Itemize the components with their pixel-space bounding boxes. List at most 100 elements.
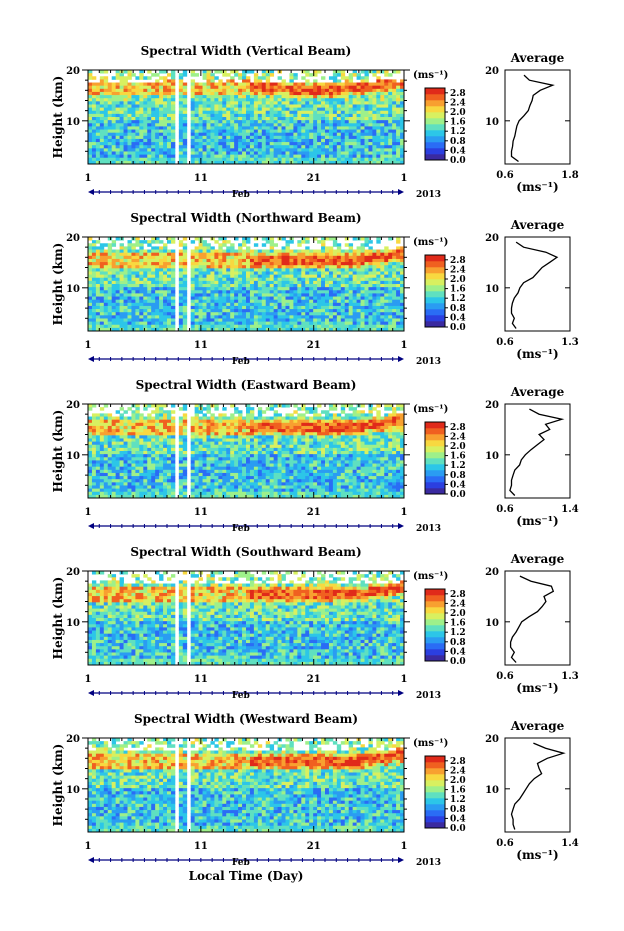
- avg-y-tick-label: 20: [485, 66, 499, 77]
- avg-x-tick-label: 1.3: [561, 337, 578, 348]
- y-tick-label: 10: [66, 618, 80, 629]
- heatmap: [88, 70, 405, 165]
- colorbar-tick: 0.8: [450, 137, 466, 147]
- average-frame: [504, 236, 571, 332]
- x-tick-label: 21: [307, 173, 321, 184]
- colorbar-tick: 1.2: [450, 294, 466, 304]
- colorbar: (ms⁻¹) 0.00.40.81.21.62.02.42.8: [413, 70, 466, 166]
- average-title: Average: [510, 51, 565, 65]
- colorbar-tick: 2.8: [450, 256, 466, 266]
- y-tick-label: 10: [66, 451, 80, 462]
- colorbar-tick: 2.0: [450, 275, 466, 285]
- x-tick-label: 11: [194, 340, 208, 351]
- colorbar-tick: 0.4: [450, 313, 466, 323]
- average-title: Average: [510, 218, 565, 232]
- x-tick-label: 1: [401, 173, 408, 184]
- colorbar-frame: [424, 254, 446, 328]
- average-title: Average: [510, 385, 565, 399]
- colorbar-tick: 2.0: [450, 442, 466, 452]
- average-profile: Average 10 20 0.6 1.8(ms⁻¹): [485, 51, 579, 194]
- panel-title: Spectral Width (Vertical Beam): [141, 44, 352, 58]
- colorbar-tick: 2.0: [450, 776, 466, 786]
- avg-x-tick-label: 1.8: [561, 170, 578, 181]
- avg-x-tick-label: 1.4: [561, 838, 578, 849]
- x-tick-label: 1: [401, 340, 408, 351]
- average-profile: Average 10 20 0.6 1.4(ms⁻¹): [485, 719, 579, 862]
- avg-x-label: (ms⁻¹): [516, 848, 558, 862]
- average-frame: [504, 69, 571, 165]
- colorbar-tick: 0.0: [450, 156, 466, 166]
- colorbar-tick: 2.8: [450, 89, 466, 99]
- colorbar: (ms⁻¹) 0.00.40.81.21.62.02.42.8: [413, 738, 466, 834]
- x-tick-label: 1: [85, 841, 92, 852]
- colorbar-tick: 0.4: [450, 814, 466, 824]
- x-tick-label: 1: [85, 340, 92, 351]
- x-tick-label: 1: [85, 674, 92, 685]
- colorbar-tick: 0.4: [450, 647, 466, 657]
- x-tick-label: 11: [194, 841, 208, 852]
- colorbar-unit: (ms⁻¹): [413, 404, 448, 415]
- colorbar-tick: 1.2: [450, 127, 466, 137]
- panel-title: Spectral Width (Westward Beam): [134, 712, 358, 726]
- colorbar-tick: 1.2: [450, 795, 466, 805]
- colorbar-tick: 2.4: [450, 432, 466, 442]
- x-tick-label: 1: [85, 507, 92, 518]
- heatmap: [88, 571, 405, 666]
- avg-y-tick-label: 10: [485, 451, 499, 462]
- panel-2: Spectral Width (Eastward Beam)1020Height…: [51, 378, 579, 534]
- avg-x-label: (ms⁻¹): [516, 681, 558, 695]
- x-tick-label: 1: [401, 841, 408, 852]
- avg-x-tick-label: 0.6: [496, 337, 513, 348]
- colorbar-tick: 1.6: [450, 118, 466, 128]
- x-tick-label: 21: [307, 841, 321, 852]
- average-profile-line: [510, 241, 559, 329]
- year-label: 2013: [416, 357, 441, 367]
- month-label: Feb: [232, 524, 250, 534]
- avg-x-label: (ms⁻¹): [516, 180, 558, 194]
- avg-y-tick-label: 20: [485, 567, 499, 578]
- average-title: Average: [510, 552, 565, 566]
- colorbar-unit: (ms⁻¹): [413, 738, 448, 749]
- colorbar-tick: 2.8: [450, 590, 466, 600]
- colorbar-tick: 1.6: [450, 452, 466, 462]
- y-tick-label: 10: [66, 785, 80, 796]
- colorbar-unit: (ms⁻¹): [413, 571, 448, 582]
- average-title: Average: [510, 719, 565, 733]
- y-axis-label: Height (km): [51, 577, 65, 660]
- average-profile: Average 10 20 0.6 1.4(ms⁻¹): [485, 385, 579, 528]
- y-axis-label: Height (km): [51, 744, 65, 827]
- colorbar: (ms⁻¹) 0.00.40.81.21.62.02.42.8: [413, 404, 466, 500]
- panel-0: Spectral Width (Vertical Beam)1020Height…: [51, 44, 579, 200]
- avg-y-tick-label: 20: [485, 233, 499, 244]
- avg-y-tick-label: 10: [485, 785, 499, 796]
- y-tick-label: 20: [66, 567, 80, 578]
- colorbar-tick: 2.4: [450, 98, 466, 108]
- x-tick-label: 21: [307, 507, 321, 518]
- average-profile: Average 10 20 0.6 1.3(ms⁻¹): [485, 218, 579, 361]
- avg-y-tick-label: 10: [485, 117, 499, 128]
- x-tick-label: 11: [194, 507, 208, 518]
- month-label: Feb: [232, 691, 250, 701]
- colorbar-tick: 2.0: [450, 609, 466, 619]
- x-axis-label: Local Time (Day): [189, 869, 304, 883]
- x-tick-label: 1: [401, 507, 408, 518]
- average-frame: [504, 403, 571, 499]
- colorbar-unit: (ms⁻¹): [413, 70, 448, 81]
- x-tick-label: 1: [85, 173, 92, 184]
- heatmap: [88, 237, 405, 332]
- panel-3: Spectral Width (Southward Beam)1020Heigh…: [51, 545, 579, 701]
- y-axis-label: Height (km): [51, 410, 65, 493]
- colorbar-tick: 1.2: [450, 461, 466, 471]
- colorbar-tick: 2.4: [450, 599, 466, 609]
- colorbar-frame: [424, 421, 446, 495]
- year-label: 2013: [416, 691, 441, 701]
- avg-x-label: (ms⁻¹): [516, 347, 558, 361]
- month-label: Feb: [232, 357, 250, 367]
- average-profile-line: [509, 408, 565, 496]
- year-label: 2013: [416, 190, 441, 200]
- colorbar-tick: 2.8: [450, 423, 466, 433]
- colorbar-tick: 0.8: [450, 304, 466, 314]
- average-frame: [504, 570, 571, 666]
- year-label: 2013: [416, 858, 441, 868]
- avg-y-tick-label: 20: [485, 400, 499, 411]
